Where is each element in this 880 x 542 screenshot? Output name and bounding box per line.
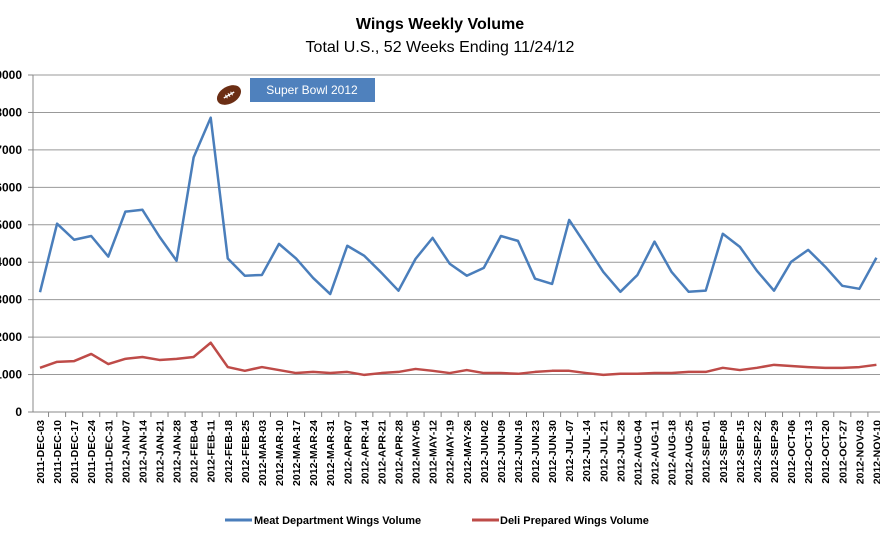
x-tick-label: 2012-JAN-14 (137, 420, 149, 483)
x-tick-label: 2012-SEP-08 (718, 420, 730, 483)
x-tick-label: 2012-OCT-20 (820, 420, 832, 484)
x-tick-label: 2012-APR-28 (393, 420, 405, 484)
y-tick-label: 5000 (0, 218, 22, 232)
x-tick-label: 2012-FEB-11 (206, 420, 218, 483)
x-tick-label: 2011-DEC-24 (86, 420, 98, 484)
x-tick-label: 2012-MAY-05 (411, 420, 423, 484)
x-tick-label: 2012-NOV-03 (854, 420, 866, 484)
annotation-box (250, 78, 375, 102)
series-line-deli (39, 341, 877, 377)
x-tick-label: 2012-OCT-06 (786, 420, 798, 484)
x-tick-label: 2012-JUN-02 (479, 420, 491, 483)
x-tick-label: 2012-JUL-28 (615, 420, 627, 482)
x-tick-label: 2012-AUG-04 (632, 420, 644, 486)
x-tick-label: 2012-AUG-25 (684, 420, 696, 486)
series-line-meat (38, 116, 878, 296)
x-tick-label: 2011-DEC-03 (35, 420, 47, 484)
x-tick-label: 2012-JUL-07 (564, 420, 576, 482)
x-tick-label: 2012-FEB-04 (189, 420, 201, 483)
gridlines (33, 74, 880, 376)
x-tick-label: 2012-JUL-21 (598, 420, 610, 482)
series-lines (38, 116, 878, 377)
x-tick-label: 2012-JUN-16 (513, 420, 525, 483)
x-tick-label: 2012-SEP-15 (735, 420, 747, 483)
x-tick-label: 2012-APR-14 (359, 420, 371, 484)
x-axis: 2011-DEC-03 2011-DEC-10 2011-DEC-17 2011-DE… (35, 412, 880, 486)
y-tick-label: 8000 (0, 105, 22, 119)
x-tick-label: 2011-DEC-17 (69, 420, 81, 484)
y-tick-label: 6000 (0, 180, 22, 194)
x-tick-label: 2012-APR-07 (342, 420, 354, 484)
annotation-super-bowl: Super Bowl 2012 (216, 78, 375, 105)
x-tick-label: 2012-OCT-27 (837, 420, 849, 484)
y-tick-label: 0 (15, 405, 22, 419)
x-tick-label: 2012-AUG-11 (650, 420, 662, 485)
x-tick-label: 2012-OCT-13 (803, 420, 815, 484)
x-tick-label: 2012-JUN-09 (496, 420, 508, 483)
y-tick-label: 7000 (0, 143, 22, 157)
x-tick-label: 2012-JUL-14 (581, 420, 593, 482)
legend-label-deli: Deli Prepared Wings Volume (500, 515, 649, 527)
x-tick-label: 2012-FEB-18 (223, 420, 235, 483)
x-tick-label: 2012-MAR-31 (325, 420, 337, 486)
x-tick-label: 2012-JAN-21 (154, 420, 166, 483)
x-tick-label: 2012-NOV-10 (871, 420, 880, 484)
x-tick-label: 2012-SEP-01 (701, 420, 713, 483)
legend: Meat Department Wings Volume Deli Prepar… (225, 515, 649, 527)
x-tick-label: 2012-MAY-19 (445, 420, 457, 484)
x-tick-label: 2012-JUN-23 (530, 420, 542, 483)
football-icon (216, 85, 242, 105)
x-tick-label: 2012-SEP-29 (769, 420, 781, 483)
x-tick-label: 2012-MAR-03 (257, 420, 269, 486)
x-tick-label: 2012-MAY-12 (428, 420, 440, 484)
x-tick-label: 2011-DEC-31 (103, 420, 115, 484)
chart-title: Wings Weekly Volume (356, 16, 524, 33)
x-tick-label: 2012-MAR-10 (274, 420, 286, 486)
x-tick-label: 2012-JUN-30 (547, 420, 559, 483)
y-tick-label: 9000 (0, 68, 22, 82)
x-tick-label: 2012-AUG-18 (667, 420, 679, 486)
chart-subtitle: Total U.S., 52 Weeks Ending 11/24/12 (306, 39, 575, 56)
y-tick-label: 3000 (0, 293, 22, 307)
x-tick-label: 2012-JAN-28 (172, 420, 184, 483)
x-tick-label: 2012-SEP-22 (752, 420, 764, 483)
legend-label-meat: Meat Department Wings Volume (254, 515, 421, 527)
annotation-label: Super Bowl 2012 (266, 83, 358, 97)
x-tick-label: 2012-FEB-25 (240, 420, 252, 483)
y-tick-label: 4000 (0, 255, 22, 269)
x-tick-label: 2012-APR-21 (376, 420, 388, 484)
x-tick-label: 2011-DEC-10 (52, 420, 64, 484)
x-tick-label: 2012-MAR-17 (291, 420, 303, 486)
x-tick-label: 2012-MAY-26 (462, 420, 474, 484)
y-tick-label: 1000 (0, 368, 22, 382)
x-tick-label: 2012-MAR-24 (308, 420, 320, 486)
x-tick-label: 2012-JAN-07 (120, 420, 132, 483)
